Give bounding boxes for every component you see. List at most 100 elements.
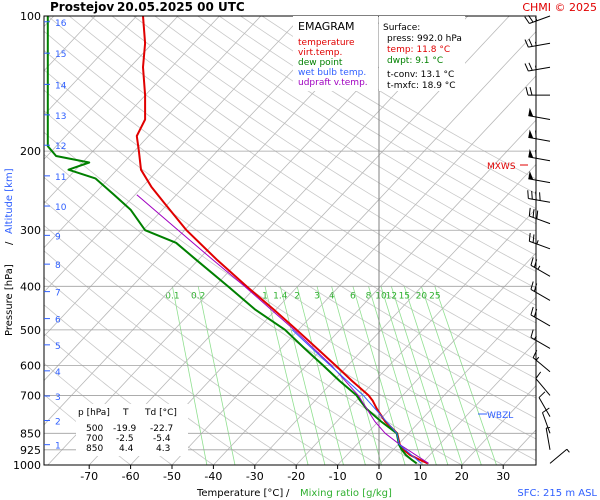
- dry-adiabat: [68, 16, 536, 324]
- altitude-tick-label: 7: [55, 289, 61, 299]
- isotherm-line: [295, 208, 537, 466]
- wind-barb-flag: [542, 407, 550, 414]
- altitude-tick-label: 10: [55, 203, 67, 213]
- y-axis-separator: /: [4, 241, 15, 245]
- wind-barb-pennant: [528, 129, 534, 139]
- legend-box: EMAGRAM temperature virt.temp. dew point…: [293, 16, 378, 91]
- mixing-ratio-line: [296, 286, 344, 466]
- wind-barb: [528, 170, 551, 184]
- wind-barb-flag: [530, 281, 534, 290]
- altitude-tick-label: 6: [55, 316, 61, 326]
- y-axis-title-altitude: Altitude [km]: [4, 168, 15, 234]
- isotherm-line: [254, 164, 537, 466]
- legend-item: dew point: [298, 58, 343, 68]
- altitude-tick-label: 12: [55, 142, 66, 152]
- wind-barb: [538, 391, 551, 417]
- mixing-ratio-line: [279, 286, 326, 466]
- x-tick-label: -20: [287, 470, 305, 483]
- y-axis-title: Pressure [hPa]: [4, 264, 15, 336]
- isotherm-line: [43, 15, 179, 160]
- x-axis-title: Temperature [°C]: [196, 488, 283, 499]
- isotherm-line: [43, 15, 96, 72]
- plot-frame: [43, 15, 537, 466]
- pressure-tick-label: 400: [20, 280, 41, 293]
- isotherm-line: [378, 296, 537, 466]
- pressure-tick-label: 100: [20, 10, 41, 23]
- legend-item: wet bulb temp.: [298, 68, 366, 78]
- mixing-ratio-label: 8: [366, 291, 372, 301]
- pressure-tick-label: 1000: [13, 459, 41, 472]
- wind-barb-pennant: [528, 170, 534, 180]
- legend-item: udpraft v.temp.: [298, 78, 368, 88]
- mixing-ratio-label: 1.4: [273, 291, 288, 301]
- wind-barb-half-flag: [546, 426, 551, 429]
- wind-barb-flag: [524, 39, 529, 48]
- table-header-td: Td [°C]: [144, 408, 177, 418]
- mixing-ratio-label: 12: [386, 291, 397, 301]
- legend-item: virt.temp.: [298, 48, 342, 58]
- mixing-ratio-label: 15: [399, 291, 410, 301]
- surface-info-box: Surface: press: 992.0 hPa temp: 11.8 °C …: [379, 16, 465, 91]
- table-cell: 4.3: [156, 444, 170, 454]
- surface-tmxfc: t-mxfc: 18.9 °C: [387, 81, 456, 91]
- mixing-ratio-label: 0.1: [165, 291, 179, 301]
- legend-background: [293, 16, 378, 91]
- axis-layer: 1002003004005006007008509251000123456789…: [13, 10, 510, 483]
- mixing-ratio-line: [197, 286, 236, 466]
- wind-barb-flag: [532, 234, 535, 243]
- wind-barb-flag: [528, 38, 533, 47]
- x-tick-label: -60: [122, 470, 140, 483]
- x-tick-label: 10: [413, 470, 427, 483]
- wind-barb: [542, 407, 551, 434]
- wind-barb-flag: [539, 192, 541, 201]
- pressure-tick-label: 925: [20, 444, 41, 457]
- table-cell: -19.9: [113, 424, 137, 434]
- mixing-ratio-line: [331, 286, 382, 466]
- mixing-ratio-label: 1: [262, 291, 268, 301]
- x-tick-label: -40: [204, 470, 222, 483]
- mixing-ratio-line: [434, 286, 497, 466]
- mixing-ratio-label: 10: [375, 291, 387, 301]
- altitude-tick-label: 9: [55, 232, 61, 242]
- surface-dwpt: dwpt: 9.1 °C: [387, 56, 443, 66]
- isotherm-line: [130, 31, 537, 466]
- table-background: [76, 404, 188, 456]
- wind-barb-staff: [545, 428, 551, 450]
- sfc-label: SFC: 215 m ASL: [517, 488, 597, 499]
- wind-barb-half-flag: [536, 240, 539, 245]
- altitude-tick-label: 5: [55, 342, 61, 352]
- wind-barb-staff: [538, 397, 551, 417]
- wind-barb-flag: [529, 86, 533, 96]
- altitude-tick-label: 8: [55, 261, 61, 271]
- wind-barb: [549, 448, 570, 464]
- x-tick-label: 0: [376, 470, 383, 483]
- x-tick-label: -30: [246, 470, 264, 483]
- table-cell: 850: [86, 444, 103, 454]
- legend-item: temperature: [298, 38, 355, 48]
- legend-title: EMAGRAM: [298, 20, 355, 33]
- mixing-ratio-label: 25: [429, 291, 440, 301]
- wind-barb-flag: [528, 62, 533, 71]
- dry-adiabat: [47, 16, 536, 342]
- mixing-ratio-line: [368, 286, 423, 466]
- surface-temp: temp: 11.8 °C: [387, 45, 450, 55]
- series-layer: [46, 16, 429, 465]
- wind-barb-flag: [528, 233, 531, 242]
- x-tick-label: 30: [496, 470, 510, 483]
- table-header-t: T: [122, 408, 129, 418]
- table-cell: 700: [86, 434, 103, 444]
- dry-adiabat: [176, 16, 536, 240]
- x-tick-label: -50: [163, 470, 181, 483]
- sounding-datetime: 20.05.2025 00 UTC: [117, 0, 245, 14]
- surface-tconv: t-conv: 13.1 °C: [387, 70, 454, 80]
- altitude-tick-label: 2: [55, 418, 61, 428]
- x-axis-title-mixing: Mixing ratio [g/kg]: [300, 488, 392, 499]
- wind-barb-flag: [524, 63, 529, 72]
- dry-adiabat: [111, 16, 536, 289]
- wind-barb-half-flag: [566, 448, 570, 453]
- isotherm-line: [213, 119, 537, 466]
- surface-background: [379, 16, 465, 91]
- mixing-ratio-label: 4: [329, 291, 335, 301]
- wind-barb: [524, 38, 551, 48]
- mixing-ratio-label: 20: [416, 291, 428, 301]
